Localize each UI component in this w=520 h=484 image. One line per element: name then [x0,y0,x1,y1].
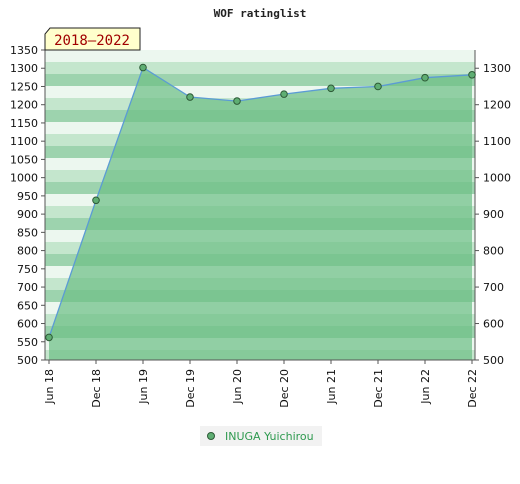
period-badge-label: 2018—2022 [54,33,130,49]
left-tick-label: 1100 [10,135,38,148]
background-band [45,92,475,98]
x-tick-label: Jun 20 [231,369,244,405]
data-points-layer [45,63,476,342]
left-tick-label: 1250 [10,80,38,93]
right-tick-label: 1000 [483,172,511,185]
left-tick-label: 750 [17,263,38,276]
x-tick-label: Dec 20 [278,369,291,408]
left-tick-label: 650 [17,299,38,312]
area-fill-layer [49,67,472,360]
data-point [327,84,335,93]
left-tick-label: 550 [17,336,38,349]
background-band [45,68,475,74]
left-tick-label: 1350 [10,44,38,57]
left-tick-label: 1200 [10,99,38,112]
series-area-fill [49,67,472,360]
x-tick-label: Jun 19 [137,369,150,405]
period-badge-shape [44,27,141,51]
data-point [421,73,429,82]
series-line [48,66,473,338]
background-band [45,74,475,80]
right-tick-label: 900 [483,208,504,221]
legend-box [200,426,322,446]
right-tick-label: 700 [483,281,504,294]
background-band [45,56,475,62]
data-point [92,196,100,205]
period-badge: 2018—2022 [44,27,141,51]
right-tick-label: 1300 [483,62,511,75]
left-tick-label: 1150 [10,117,38,130]
background-band [45,80,475,86]
right-tick-label: 800 [483,245,504,258]
left-tick-label: 1050 [10,153,38,166]
x-tick-label: Jun 22 [419,369,432,405]
legend[interactable]: INUGA Yuichirou [200,426,322,446]
right-tick-label: 1200 [483,99,511,112]
left-tick-label: 700 [17,281,38,294]
data-point [45,333,53,342]
x-tick-label: Dec 21 [372,369,385,408]
x-tick-label: Dec 22 [466,369,479,408]
x-tick-label: Dec 19 [184,369,197,408]
data-point [139,63,147,72]
left-tick-label: 500 [17,354,38,367]
chart-title: WOF ratinglist [214,7,307,20]
background-band [45,50,475,56]
left-tick-label: 1000 [10,172,38,185]
x-tick-label: Jun 18 [43,369,56,405]
x-tick-label: Jun 21 [325,369,338,405]
legend-marker-icon [207,432,215,440]
data-point [280,90,288,98]
data-point [374,82,382,91]
right-tick-label: 600 [483,318,504,331]
legend-series-name: INUGA Yuichirou [225,430,314,443]
data-point [186,93,194,101]
background-band [45,86,475,92]
left-tick-label: 950 [17,190,38,203]
left-tick-label: 1300 [10,62,38,75]
left-tick-label: 900 [17,208,38,221]
x-tick-label: Dec 18 [90,369,103,408]
series-line-layer [48,66,473,338]
right-tick-label: 500 [483,354,504,367]
data-point [468,71,476,79]
background-band [45,62,475,68]
axes: 1350 1300 1250 1200 1150 1100 1050 1000 950 900 85… [10,44,511,408]
left-tick-label: 800 [17,245,38,258]
right-tick-label: 1100 [483,135,511,148]
data-point [233,97,241,105]
left-tick-label: 600 [17,318,38,331]
left-tick-label: 850 [17,226,38,239]
